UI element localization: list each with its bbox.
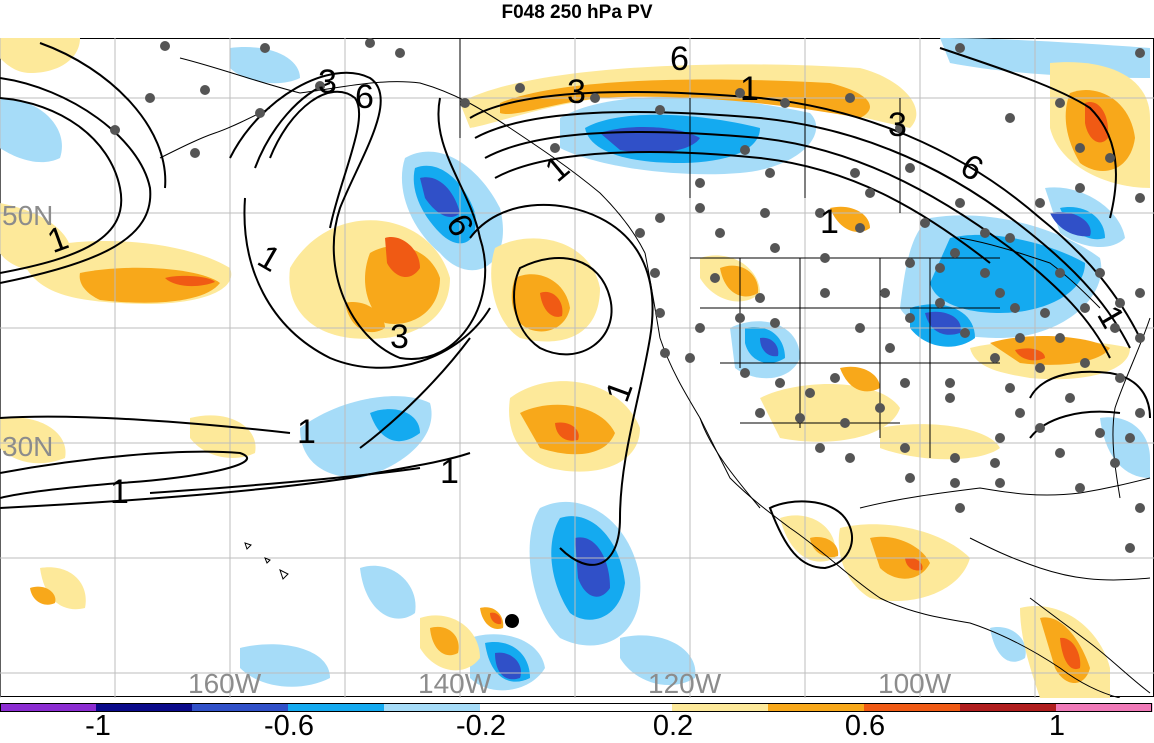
colorbar-swatch — [576, 703, 673, 712]
lon-label-140w: 140W — [418, 668, 492, 698]
lat-lon-grid — [0, 38, 1154, 698]
colorbar-swatch — [96, 703, 193, 712]
colorbar-swatch — [960, 703, 1057, 712]
colorbar-swatch — [384, 703, 481, 712]
colorbar-tick-label: -1 — [85, 710, 111, 742]
chart-title: F048 250 hPa PV — [501, 2, 653, 23]
colorbar-tick-label: -0.6 — [264, 710, 314, 742]
colorbar-swatch — [288, 703, 385, 712]
contour-label: 1 — [820, 203, 839, 241]
contour-label: 1 — [440, 453, 459, 491]
colorbar-tick-label: 0.2 — [652, 710, 694, 742]
colorbar — [0, 703, 1153, 712]
colorbar-swatch — [672, 703, 769, 712]
pv-map: 1 1 3 6 6 3 1 3 6 1 3 6 1 1 1 1 1 1 50N … — [0, 38, 1154, 698]
contour-label: 3 — [567, 73, 586, 111]
colorbar-tick-label: -0.2 — [456, 710, 506, 742]
axis-labels: 50N 30N 160W 140W 120W 100W — [2, 200, 952, 698]
colorbar-swatch — [768, 703, 865, 712]
contour-label: 1 — [740, 70, 759, 108]
buoy-marker — [505, 614, 519, 628]
contour-label: 1 — [110, 473, 129, 511]
lat-label-50n: 50N — [2, 200, 53, 231]
contour-label: 6 — [355, 78, 374, 116]
colorbar-tick-label: 1 — [1048, 710, 1066, 742]
contour-label: 1 — [297, 413, 316, 451]
contour-label: 3 — [390, 318, 409, 356]
colorbar-swatch — [480, 703, 577, 712]
pv-shading — [0, 38, 1150, 698]
contour-label: 3 — [318, 63, 337, 101]
lon-label-120w: 120W — [648, 668, 722, 698]
contour-label: 3 — [888, 106, 907, 144]
colorbar-swatch — [192, 703, 289, 712]
lon-label-100w: 100W — [878, 668, 952, 698]
colorbar-swatch — [864, 703, 961, 712]
contour-label: 6 — [670, 40, 689, 78]
colorbar-swatch — [0, 703, 97, 712]
pv-contours — [0, 42, 1151, 570]
coastlines — [159, 38, 1151, 698]
colorbar-tick-label: 0.6 — [844, 710, 886, 742]
lat-label-30n: 30N — [2, 431, 53, 462]
station-markers — [110, 38, 1145, 553]
colorbar-swatch — [1056, 703, 1153, 712]
lon-label-160w: 160W — [188, 668, 262, 698]
